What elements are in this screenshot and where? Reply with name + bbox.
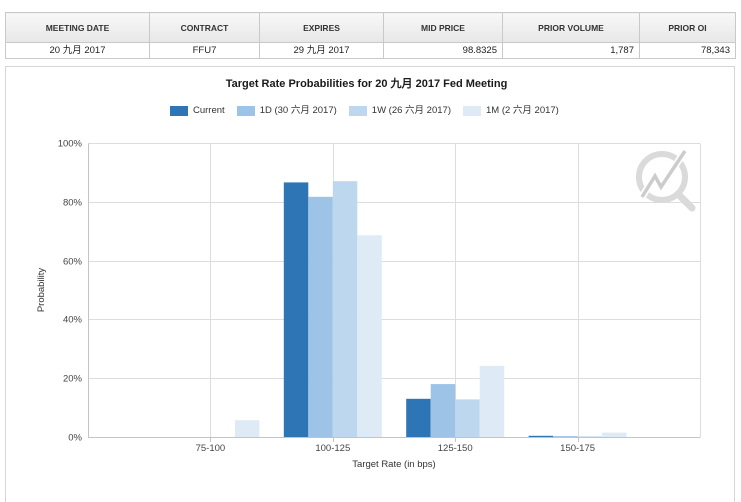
x-tick-label: 150-175 [560, 443, 595, 454]
cell-expires: 29 九月 2017 [259, 42, 384, 59]
y-tick-label: 40% [63, 315, 83, 326]
bar-1d-150-175[interactable] [553, 436, 578, 437]
y-tick-label: 20% [63, 374, 83, 385]
legend-item-1w[interactable]: 1W (26 六月 2017) [348, 105, 451, 117]
legend-label-current: Current [193, 105, 225, 116]
cell-contract: FFU7 [149, 42, 260, 59]
bar-current-125-150[interactable] [406, 398, 431, 437]
y-axis-title: Probability [36, 268, 47, 313]
legend-item-1d[interactable]: 1D (30 六月 2017) [236, 105, 337, 117]
table-row: 20 九月 2017 FFU7 29 九月 2017 98.8325 1,787… [5, 42, 736, 59]
legend-swatch-1d [236, 106, 255, 116]
bar-1m-150-175[interactable] [602, 432, 627, 437]
logo-watermark-icon [636, 149, 696, 212]
x-axis-title: Target Rate (in bps) [352, 459, 435, 470]
y-tick-label: 100% [58, 139, 83, 150]
bar-1d-125-150[interactable] [430, 384, 456, 437]
legend-label-1d: 1D (30 六月 2017) [259, 105, 337, 116]
bar-1m-75-100[interactable] [234, 420, 260, 437]
header-expires: EXPIRES [259, 12, 384, 43]
header-mid-price: MID PRICE [383, 12, 503, 43]
bar-current-100-125[interactable] [283, 182, 309, 437]
legend-swatch-1w [348, 106, 367, 116]
legend-label-1w: 1W (26 六月 2017) [371, 105, 451, 116]
cell-prior-oi: 78,343 [639, 42, 736, 59]
quote-table: MEETING DATE CONTRACT EXPIRES MID PRICE … [5, 12, 736, 59]
header-prior-oi: PRIOR OI [639, 12, 736, 43]
bar-1m-100-125[interactable] [357, 235, 382, 437]
y-tick-label: 80% [63, 198, 83, 209]
bar-1d-100-125[interactable] [308, 196, 333, 437]
legend-swatch-1m [462, 106, 481, 116]
y-tick-label: 60% [63, 257, 83, 268]
bar-current-150-175[interactable] [528, 435, 554, 437]
legend-label-1m: 1M (2 六月 2017) [485, 105, 559, 116]
chart-legend: Current 1D (30 六月 2017) 1W (26 六月 2017) … [170, 105, 559, 117]
bar-1m-125-150[interactable] [479, 365, 505, 437]
tick-labels: 0% 20% 40% 60% 80% 100% 75-100 100-125 125-150 15… [58, 139, 595, 455]
x-tick-label: 125-150 [438, 443, 473, 454]
gridlines [88, 143, 701, 442]
legend-swatch-current [170, 106, 188, 116]
bars [234, 181, 627, 437]
header-meeting-date: MEETING DATE [5, 12, 150, 43]
cell-prior-volume: 1,787 [502, 42, 640, 59]
bar-1w-150-175[interactable] [577, 436, 603, 437]
x-tick-label: 75-100 [196, 443, 226, 454]
y-tick-label: 0% [68, 433, 82, 444]
bar-1w-125-150[interactable] [455, 399, 480, 437]
x-tick-label: 100-125 [315, 443, 350, 454]
chart-title: Target Rate Probabilities for 20 九月 2017… [225, 78, 508, 90]
legend-item-1m[interactable]: 1M (2 六月 2017) [462, 105, 559, 117]
header-prior-volume: PRIOR VOLUME [502, 12, 640, 43]
bar-1w-100-125[interactable] [332, 181, 358, 437]
table-header-row: MEETING DATE CONTRACT EXPIRES MID PRICE … [5, 12, 736, 43]
legend-item-current[interactable]: Current [170, 105, 225, 117]
